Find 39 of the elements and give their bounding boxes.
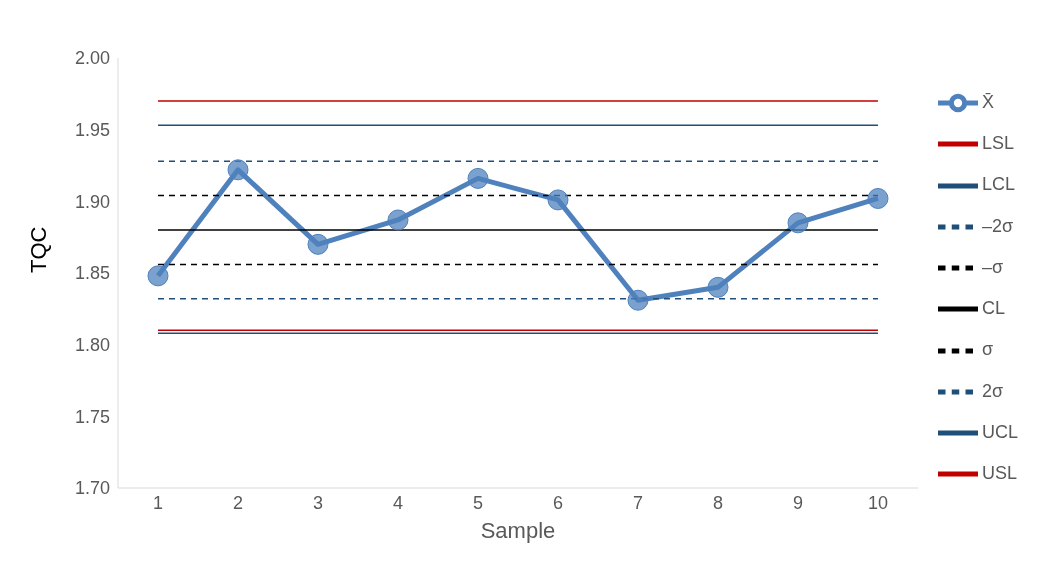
point: [467, 167, 489, 189]
point: [547, 189, 569, 211]
legend-label: UCL: [981, 421, 1018, 442]
legend-label: –2σ: [981, 215, 1014, 236]
legend-label: CL: [981, 298, 1005, 318]
x-tick-label: 9: [792, 492, 803, 513]
point: [147, 265, 169, 287]
legend-label: –σ: [981, 256, 1004, 277]
y-tick-label: 1.70: [74, 478, 110, 499]
point: [787, 212, 809, 234]
legend-label: 2σ: [981, 380, 1004, 401]
x-tick-label: 1: [152, 492, 164, 513]
y-tick-label: 1.95: [74, 120, 110, 141]
point: [387, 209, 409, 231]
y-tick-label: 1.75: [74, 406, 110, 427]
y-tick-label: 1.80: [74, 335, 110, 356]
x-tick-label: 10: [867, 492, 888, 513]
point: [227, 159, 249, 181]
point: [707, 276, 729, 298]
x-tick-label: 5: [472, 492, 483, 513]
x-tick-label: 3: [312, 492, 323, 513]
point: [307, 233, 329, 255]
legend-label: LCL: [981, 174, 1016, 195]
point: [627, 289, 649, 311]
y-tick-label: 1.90: [74, 191, 110, 212]
legend-label: σ: [981, 339, 994, 360]
x-tick-label: 4: [392, 492, 403, 513]
y-axis-title: TQC: [25, 226, 51, 273]
y-tick-label: 1.85: [74, 263, 110, 284]
x-tick-label: 2: [232, 492, 244, 513]
x-tick-label: 6: [552, 492, 563, 513]
x-axis-title: Sample: [480, 518, 556, 543]
y-tick-label: 2.00: [74, 48, 110, 69]
x-tick-label: 7: [632, 492, 643, 513]
x-tick-label: 8: [712, 492, 723, 513]
legend-label: X̄: [981, 91, 994, 112]
point: [867, 187, 889, 209]
legend-label: USL: [981, 463, 1017, 483]
legend-label: LSL: [981, 133, 1015, 153]
